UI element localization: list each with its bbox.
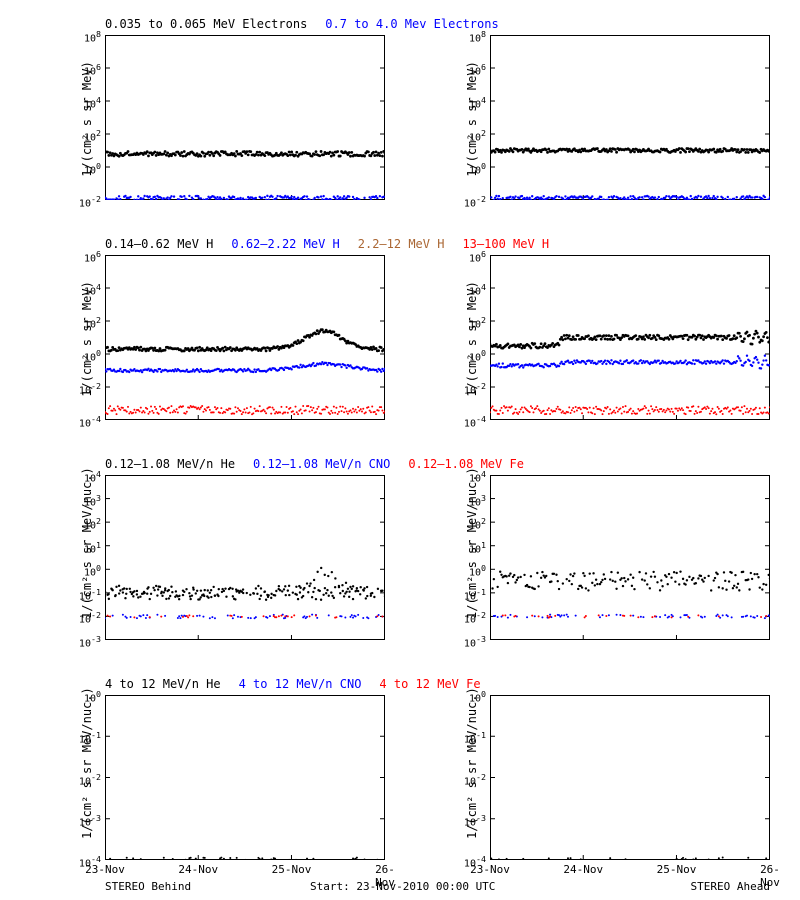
xtick-label: 24-Nov <box>563 863 603 876</box>
footer-left: STEREO Behind <box>105 880 191 893</box>
panel-r0c1: 10-21001021041061081/(cm² s sr MeV) <box>490 35 770 200</box>
xtick-label: 23-Nov <box>470 863 510 876</box>
legend-item: 0.62–2.22 MeV H <box>231 237 339 251</box>
ytick-label: 10-3 <box>79 634 101 649</box>
ytick-label: 108 <box>84 29 101 44</box>
xtick-label: 24-Nov <box>178 863 218 876</box>
panel-r0c0: 10-21001021041061081/(cm² s sr MeV) <box>105 35 385 200</box>
legend-item: 0.14–0.62 MeV H <box>105 237 213 251</box>
panel-r3c0: 10-410-310-210-110023-Nov24-Nov25-Nov26-… <box>105 695 385 860</box>
ytick-label: 10-2 <box>464 194 486 209</box>
ytick-label: 106 <box>84 249 101 264</box>
xtick-label: 25-Nov <box>272 863 312 876</box>
ylabel: 1/(cm² s sr MeV) <box>80 279 94 399</box>
row-0-legend: 0.035 to 0.065 MeV Electrons0.7 to 4.0 M… <box>105 17 499 31</box>
xtick-label: 23-Nov <box>85 863 125 876</box>
ylabel: 1/(cm² s sr MeV/nuc.) <box>80 499 94 619</box>
ytick-label: 10-4 <box>464 414 486 429</box>
row-2-legend: 0.12–1.08 MeV/n He0.12–1.08 MeV/n CNO0.1… <box>105 457 524 471</box>
ylabel: 1/(cm² s sr MeV/nuc.) <box>465 719 479 839</box>
footer-right: STEREO Ahead <box>691 880 770 893</box>
ylabel: 1/(cm² s sr MeV) <box>465 279 479 399</box>
ytick-label: 10-4 <box>79 414 101 429</box>
footer-center: Start: 23-Nov-2010 00:00 UTC <box>310 880 495 893</box>
legend-item: 2.2–12 MeV H <box>358 237 445 251</box>
legend-item: 0.12–1.08 MeV/n CNO <box>253 457 390 471</box>
ytick-label: 106 <box>469 249 486 264</box>
ylabel: 1/(cm² s sr MeV/nuc.) <box>80 719 94 839</box>
ytick-label: 10-3 <box>464 634 486 649</box>
ytick-label: 10-2 <box>79 194 101 209</box>
panel-r1c0: 10-410-21001021041061/(cm² s sr MeV) <box>105 255 385 420</box>
legend-item: 0.12–1.08 MeV/n He <box>105 457 235 471</box>
panel-r3c1: 10-410-310-210-110023-Nov24-Nov25-Nov26-… <box>490 695 770 860</box>
ylabel: 1/(cm² s sr MeV) <box>465 59 479 179</box>
legend-item: 4 to 12 MeV/n CNO <box>239 677 362 691</box>
panel-r2c1: 10-310-210-11001011021031041/(cm² s sr M… <box>490 475 770 640</box>
ytick-label: 108 <box>469 29 486 44</box>
panel-r2c0: 10-310-210-11001011021031041/(cm² s sr M… <box>105 475 385 640</box>
xtick-label: 25-Nov <box>657 863 697 876</box>
legend-item: 0.035 to 0.065 MeV Electrons <box>105 17 307 31</box>
ylabel: 1/(cm² s sr MeV/nuc.) <box>465 499 479 619</box>
legend-item: 4 to 12 MeV/n He <box>105 677 221 691</box>
panel-r1c1: 10-410-21001021041061/(cm² s sr MeV) <box>490 255 770 420</box>
ylabel: 1/(cm² s sr MeV) <box>80 59 94 179</box>
row-3-legend: 4 to 12 MeV/n He4 to 12 MeV/n CNO4 to 12… <box>105 677 481 691</box>
